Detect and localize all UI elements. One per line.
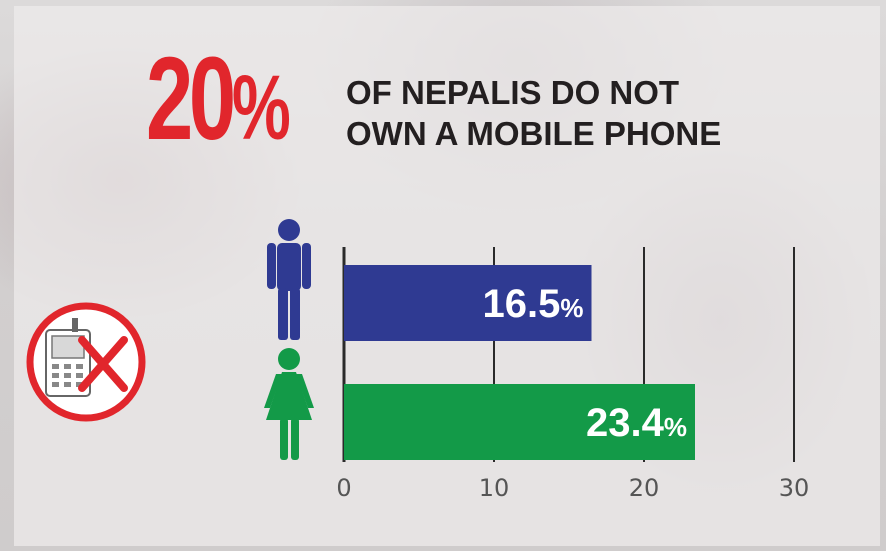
data-label-unit: % [560,293,583,323]
headline-stat-number: 20 [146,33,236,165]
x-tick-label: 10 [479,474,510,502]
data-label-value: 23.4 [586,401,665,445]
female-figure-icon [264,348,314,460]
data-label-male: 16.5% [483,282,584,326]
bar-layer: 16.5%23.4% [344,265,695,460]
bar-female [344,384,695,460]
headline-stat: 20% [146,40,291,159]
tick-label-layer: 0 10 20 30 [336,474,809,502]
x-tick-label: 20 [629,474,660,502]
data-label-value: 16.5 [483,282,561,326]
x-tick-label: 0 [336,474,351,502]
male-figure-icon [267,219,311,340]
headline-stat-unit: % [231,57,291,159]
no-mobile-phone-icon [26,302,146,422]
headline-line-1: OF NEPALIS DO NOT [346,74,680,111]
x-tick-label: 30 [779,474,810,502]
data-label-female: 23.4% [586,401,687,445]
headline-line-2: OWN A MOBILE PHONE [346,115,722,152]
data-label-unit: % [664,412,687,442]
bar-male [344,265,592,341]
